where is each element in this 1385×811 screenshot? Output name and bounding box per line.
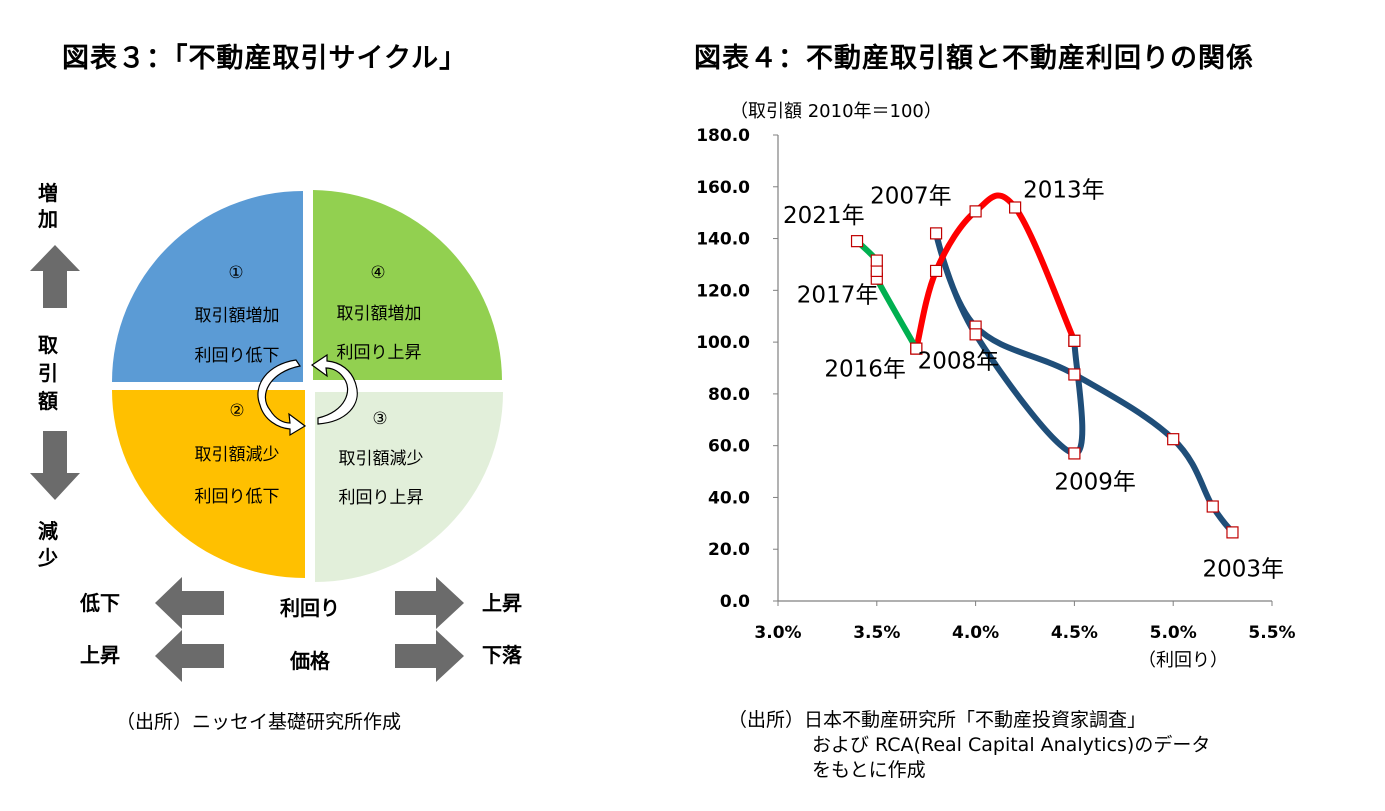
year-annotation: 2017年 bbox=[797, 283, 879, 309]
data-point bbox=[969, 320, 982, 333]
quadrant-4-number: ④ bbox=[370, 263, 385, 283]
x-tick-label: 5.5% bbox=[1248, 623, 1295, 643]
data-point bbox=[1206, 500, 1219, 513]
cycle-diagram: ① 取引額増加 利回り低下 ④ 取引額増加 利回り上昇 ② 取引額減少 利回り低… bbox=[30, 181, 523, 682]
data-point bbox=[870, 264, 883, 278]
arrow-right-icon bbox=[395, 577, 464, 629]
quadrant-1-number: ① bbox=[228, 263, 243, 283]
figure4-title: 図表４：不動産取引額と不動産利回りの関係 bbox=[694, 43, 1254, 74]
y-tick-label: 140.0 bbox=[696, 230, 750, 250]
data-point bbox=[969, 205, 982, 218]
quadrant-3-line1: 取引額減少 bbox=[339, 449, 424, 469]
quadrant-3-number: ③ bbox=[372, 409, 387, 429]
arrow-up-icon bbox=[30, 245, 80, 308]
x-axis-label: （利回り） bbox=[1138, 650, 1228, 671]
price-left-label: 上昇 bbox=[80, 643, 120, 667]
data-point bbox=[850, 235, 864, 248]
figure4-source-line1: （出所）日本不動産研究所「不動産投資家調査」 bbox=[728, 709, 1147, 731]
quadrant-4 bbox=[313, 190, 502, 380]
data-point bbox=[1068, 334, 1081, 347]
y-tick-label: 20.0 bbox=[708, 540, 750, 560]
quadrant-1-line2: 利回り低下 bbox=[195, 346, 280, 366]
data-point bbox=[1068, 334, 1081, 347]
series-line-2010-2016 bbox=[913, 192, 1078, 352]
year-annotation: 2003年 bbox=[1202, 556, 1284, 582]
x-tick-label: 3.5% bbox=[853, 623, 900, 643]
quadrant-2-number: ② bbox=[229, 401, 244, 421]
y-axis-label: （取引額 2010年＝100） bbox=[730, 101, 942, 122]
quadrant-2-line2: 利回り低下 bbox=[195, 487, 280, 507]
y-tick-label: 40.0 bbox=[708, 488, 750, 508]
data-point bbox=[1068, 368, 1081, 381]
vertical-bottom-label: 減少 bbox=[37, 519, 58, 570]
y-tick-label: 60.0 bbox=[708, 437, 750, 457]
year-annotation: 2009年 bbox=[1054, 469, 1136, 495]
data-point bbox=[870, 254, 883, 267]
price-center-label: 価格 bbox=[289, 649, 331, 673]
figure3-title: 図表３：「不動産取引サイクル」 bbox=[62, 43, 468, 74]
year-annotation: 2013年 bbox=[1023, 177, 1105, 203]
arrow-left-icon bbox=[155, 577, 224, 629]
data-point bbox=[1167, 433, 1180, 446]
y-tick-label: 80.0 bbox=[708, 385, 750, 405]
data-point bbox=[870, 272, 883, 285]
cycle-arrow-right-icon bbox=[310, 353, 358, 425]
series-line-2016-2021 bbox=[854, 238, 920, 352]
data-point bbox=[1226, 526, 1239, 539]
data-point bbox=[1068, 447, 1081, 460]
cycle-arrow-left-icon bbox=[257, 359, 307, 437]
figure4-source-line2: および RCA(Real Capital Analytics)のデータ bbox=[812, 734, 1211, 756]
data-point bbox=[1009, 201, 1022, 214]
y-tick-label: 120.0 bbox=[696, 281, 750, 301]
x-tick-label: 4.0% bbox=[952, 623, 999, 643]
x-tick-label: 5.0% bbox=[1150, 623, 1197, 643]
series-line-2003-2010 bbox=[933, 230, 1236, 536]
figure4-source: （出所）日本不動産研究所「不動産投資家調査」 および RCA(Real Capi… bbox=[728, 708, 1210, 783]
year-annotation: 2007年 bbox=[870, 183, 952, 209]
yield-center-label: 利回り bbox=[280, 596, 340, 620]
y-tick-label: 180.0 bbox=[696, 126, 750, 146]
data-point bbox=[910, 342, 923, 355]
data-point bbox=[929, 264, 943, 278]
quadrant-4-line2: 利回り上昇 bbox=[337, 343, 422, 363]
arrow-left-icon bbox=[155, 630, 224, 682]
yield-left-label: 低下 bbox=[79, 591, 120, 615]
yield-right-label: 上昇 bbox=[482, 591, 522, 615]
y-tick-label: 100.0 bbox=[696, 333, 750, 353]
arrow-right-icon bbox=[395, 630, 464, 682]
year-annotation: 2008年 bbox=[918, 348, 1000, 374]
quadrant-2-line1: 取引額減少 bbox=[195, 445, 280, 465]
y-tick-label: 0.0 bbox=[720, 592, 750, 612]
data-point bbox=[910, 342, 923, 355]
figure3-source: （出所）ニッセイ基礎研究所作成 bbox=[116, 711, 402, 733]
quadrant-2 bbox=[112, 390, 305, 578]
price-right-label: 下落 bbox=[482, 643, 523, 667]
quadrant-3-line2: 利回り上昇 bbox=[339, 488, 424, 508]
x-tick-label: 3.0% bbox=[754, 623, 801, 643]
quadrant-1-line1: 取引額増加 bbox=[195, 306, 280, 326]
figure4-source-line3: をもとに作成 bbox=[812, 759, 926, 781]
vertical-middle-label: 取引額 bbox=[37, 333, 58, 413]
arrow-down-icon bbox=[30, 431, 80, 500]
quadrant-4-line1: 取引額増加 bbox=[337, 304, 422, 324]
y-tick-label: 160.0 bbox=[696, 178, 750, 198]
data-point bbox=[969, 328, 982, 341]
vertical-top-label: 増加 bbox=[37, 181, 58, 231]
quadrant-3 bbox=[315, 392, 503, 582]
quadrant-1 bbox=[112, 191, 303, 382]
year-annotation: 2016年 bbox=[824, 357, 906, 383]
x-tick-label: 4.5% bbox=[1051, 623, 1098, 643]
data-point bbox=[929, 227, 943, 240]
year-annotation: 2021年 bbox=[783, 203, 865, 229]
